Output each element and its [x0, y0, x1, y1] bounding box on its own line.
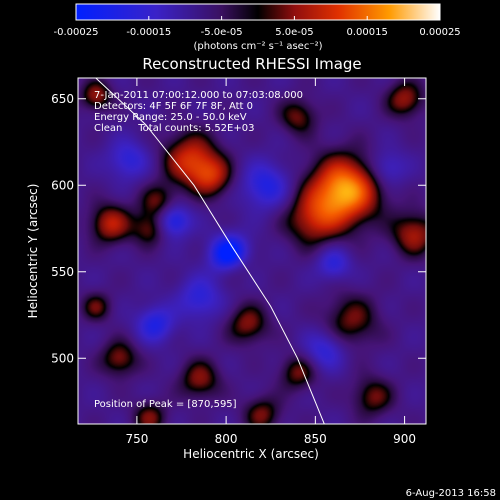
- x-tick-label: 750: [125, 432, 148, 446]
- chart-title: Reconstructed RHESSI Image: [142, 55, 361, 73]
- y-tick-label: 600: [51, 178, 74, 192]
- annotation-detectors: Detectors: 4F 5F 6F 7F 8F, Att 0: [94, 101, 253, 112]
- x-tick-label: 800: [215, 432, 238, 446]
- colorbar-tick-label: 5.0e-05: [275, 27, 313, 38]
- peak-position-label: Position of Peak = [870,595]: [94, 399, 237, 410]
- annotation-clean-counts: Clean Total counts: 5.52E+03: [94, 123, 254, 134]
- colorbar-ticks: -0.00025 -0.00015 -5.0e-05 5.0e-05 0.00015 0.…: [54, 16, 461, 38]
- plot-frame: [77, 77, 427, 425]
- y-axis-ticks: 500 550 600 650: [51, 92, 426, 365]
- colorbar-tick-label: -0.00015: [126, 27, 171, 38]
- y-tick-label: 500: [51, 351, 74, 365]
- annotation-time-range: 7-Jan-2011 07:00:12.000 to 07:03:08.000: [94, 90, 303, 101]
- solar-limb-curve: [95, 78, 325, 424]
- colorbar-tick-label: -0.00025: [54, 27, 99, 38]
- colorbar-tick-label: -5.0e-05: [201, 27, 243, 38]
- heatmap-image: [78, 78, 426, 424]
- x-axis-ticks: 750 800 850 900: [125, 78, 416, 446]
- x-axis-label: Heliocentric X (arcsec): [183, 447, 319, 461]
- y-axis-label: Heliocentric Y (arcsec): [26, 184, 40, 319]
- x-tick-label: 900: [393, 432, 416, 446]
- colorbar-tick-label: 0.00015: [347, 27, 388, 38]
- y-tick-label: 650: [51, 92, 74, 106]
- colorbar-tick-label: 0.00025: [419, 27, 460, 38]
- colorbar-units-label: (photons cm⁻² s⁻¹ asec⁻²): [193, 41, 322, 52]
- x-tick-label: 850: [304, 432, 327, 446]
- annotation-energy-range: Energy Range: 25.0 - 50.0 keV: [94, 112, 247, 123]
- date-stamp: 6-Aug-2013 16:58: [406, 488, 496, 499]
- y-tick-label: 550: [51, 265, 74, 279]
- colorbar: [75, 3, 441, 21]
